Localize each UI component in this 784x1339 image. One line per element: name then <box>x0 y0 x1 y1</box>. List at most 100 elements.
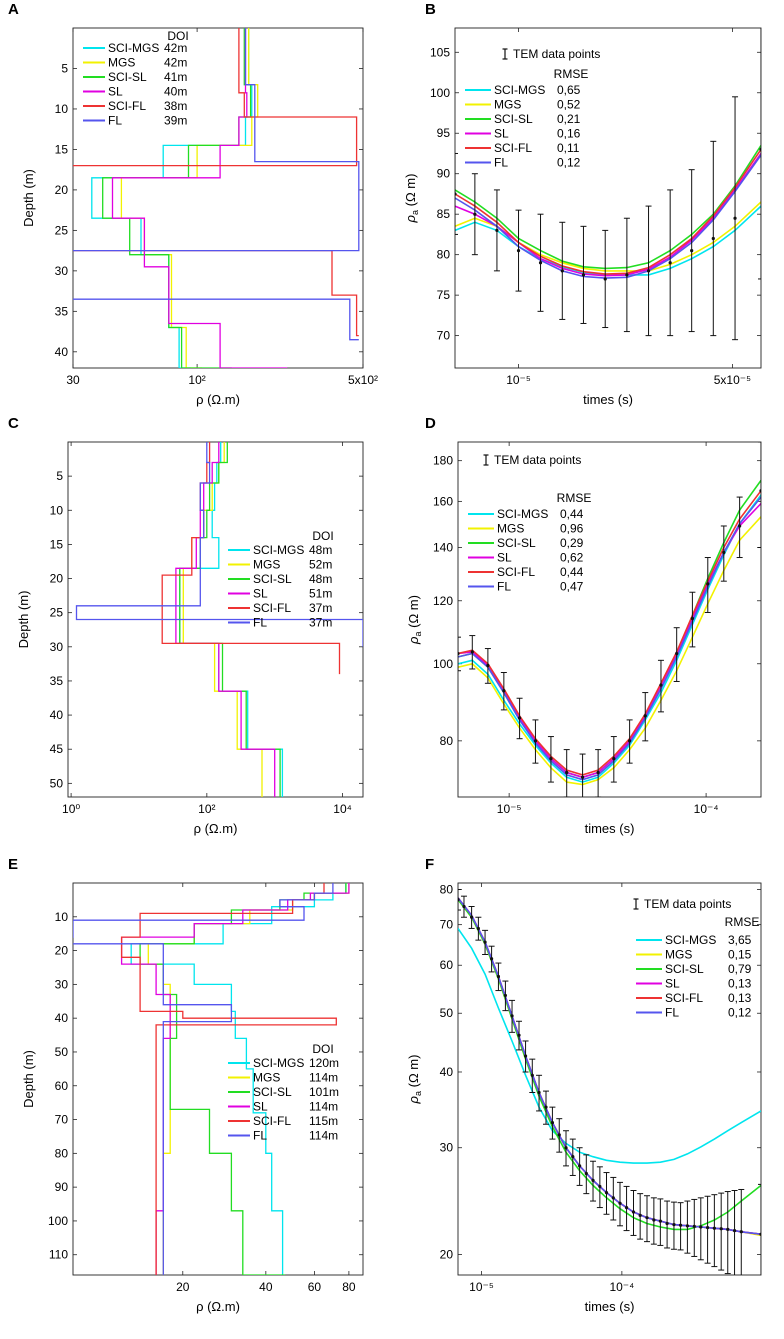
legend-item: FL 0,12 <box>636 1006 752 1020</box>
legend-name: SCI-FL <box>253 601 291 615</box>
legend-item: SCI-MGS 48m <box>228 543 332 557</box>
legend-item: FL 39m <box>83 114 187 128</box>
error-bar <box>704 1195 711 1264</box>
y-tick-label: 80 <box>437 248 451 262</box>
error-bar <box>556 1118 563 1153</box>
x-tick-label: 10⁻⁴ <box>609 1280 634 1294</box>
error-bar <box>736 496 743 559</box>
error-bar <box>643 1195 650 1243</box>
error-bar <box>569 1138 576 1176</box>
legend-item: SCI-FL 115m <box>228 1114 338 1128</box>
error-bar <box>673 627 680 682</box>
legend-value: 0,65 <box>557 83 581 97</box>
y-tick-label: 60 <box>440 958 454 972</box>
panel-E: E 10 20 30 40 50 60 70 80 90 100 110 20 40 60 80 Depth (… <box>8 856 364 1314</box>
y-tick-label: 35 <box>55 304 69 318</box>
y-tick-label: 80 <box>440 734 454 748</box>
error-bar <box>724 1191 731 1275</box>
y-axis-label: ρa (Ω m) <box>403 174 420 224</box>
series-line-SCI-FL <box>458 490 761 776</box>
legend-title: RMSE <box>554 67 589 81</box>
legend-value: 39m <box>164 114 187 128</box>
error-bar <box>495 962 502 992</box>
error-bar <box>704 557 711 613</box>
legend-value: 0,52 <box>557 98 581 112</box>
y-tick-label: 70 <box>55 1113 69 1127</box>
y-tick-label: 5 <box>56 469 63 483</box>
y-tick-label: 90 <box>55 1180 69 1194</box>
x-axis-label: times (s) <box>583 392 633 407</box>
error-bar <box>559 221 566 320</box>
error-bar <box>596 1166 603 1209</box>
y-tick-label: 25 <box>55 223 69 237</box>
error-bar <box>603 1172 610 1215</box>
error-bar <box>516 1020 523 1051</box>
legend-item: SCI-MGS 0,65 <box>465 83 581 97</box>
legend-item: MGS 52m <box>228 558 332 572</box>
x-axis-label: ρ (Ω.m) <box>194 821 238 836</box>
panel-label: E <box>8 856 18 873</box>
error-bar <box>563 749 570 797</box>
y-tick-label: 100 <box>433 657 453 671</box>
y-tick-label: 100 <box>48 1214 68 1228</box>
y-tick-label: 100 <box>430 86 450 100</box>
error-bar <box>529 1058 536 1094</box>
error-bar <box>536 1074 543 1112</box>
legend-item: SCI-SL 101m <box>228 1085 339 1099</box>
error-bar <box>689 591 696 648</box>
error-bar <box>475 916 482 941</box>
error-bar <box>522 1040 529 1073</box>
series-line-SL <box>111 28 288 368</box>
legend-value: 0,44 <box>560 507 584 521</box>
legend-value: 0,13 <box>728 977 752 991</box>
y-tick-label: 20 <box>55 944 69 958</box>
legend-item: SL 0,62 <box>468 551 584 565</box>
x-tick-label: 10⁻⁴ <box>694 802 719 816</box>
x-axis-label: ρ (Ω.m) <box>196 1299 240 1314</box>
error-bar <box>583 1154 590 1195</box>
legend-name: SCI-SL <box>665 962 704 976</box>
y-tick-label: 180 <box>433 454 453 468</box>
tem-label: TEM data points <box>494 453 581 467</box>
legend-name: SCI-SL <box>253 1085 292 1099</box>
legend-name: SCI-MGS <box>494 83 545 97</box>
legend-value: 48m <box>309 543 332 557</box>
error-bar <box>579 753 586 797</box>
y-tick-label: 80 <box>55 1146 69 1160</box>
legend-name: FL <box>253 616 267 630</box>
legend-name: FL <box>665 1006 679 1020</box>
error-bar <box>623 217 630 333</box>
legend-value: 0,62 <box>560 551 584 565</box>
legend-name: SL <box>665 977 680 991</box>
legend-value: 0,47 <box>560 580 584 594</box>
error-bar <box>664 1200 671 1249</box>
legend-name: SCI-FL <box>108 99 146 113</box>
legend-value: 37m <box>309 616 332 630</box>
y-tick-label: 15 <box>55 142 69 156</box>
y-tick-label: 75 <box>437 288 451 302</box>
legend-value: 0,15 <box>728 948 752 962</box>
error-bar <box>458 889 461 911</box>
error-bar <box>580 225 587 324</box>
x-axis-label: ρ (Ω.m) <box>196 392 240 407</box>
legend-value: 42m <box>164 41 187 55</box>
x-tick-label: 10⁴ <box>333 802 352 816</box>
y-tick-label: 80 <box>440 883 454 897</box>
error-bar <box>484 648 491 684</box>
error-bar <box>488 945 495 973</box>
series-line-SCI-MGS <box>130 883 347 1275</box>
legend-value: 0,96 <box>560 522 584 536</box>
legend-value: 0,29 <box>560 536 584 550</box>
legend-name: SCI-SL <box>253 572 292 586</box>
legend-item: MGS 0,52 <box>465 98 581 112</box>
legend-value: 115m <box>309 1114 338 1128</box>
error-bar <box>458 636 461 672</box>
y-tick-label: 50 <box>50 776 64 790</box>
legend-value: 0,21 <box>557 112 581 126</box>
legend-name: MGS <box>494 98 521 112</box>
legend-value: 0,16 <box>557 127 581 141</box>
legend-item: SCI-MGS 42m <box>83 41 187 55</box>
legend-name: SCI-FL <box>497 565 535 579</box>
y-tick-label: 35 <box>50 674 64 688</box>
error-bar <box>738 1188 745 1275</box>
